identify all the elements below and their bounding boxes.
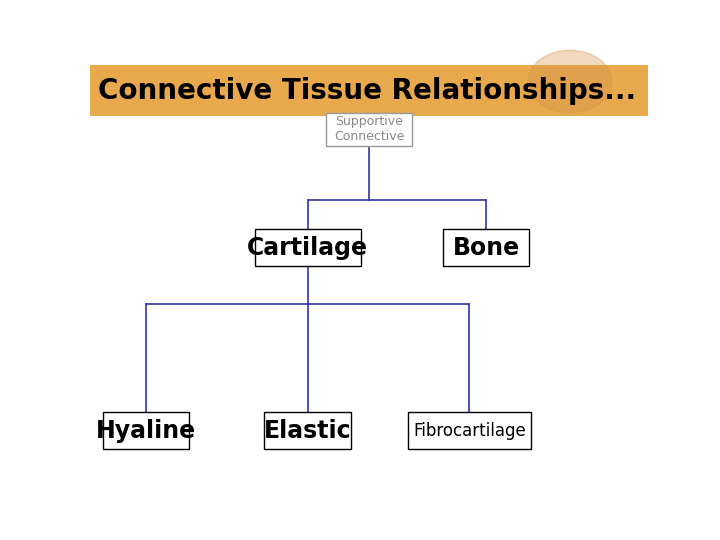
FancyBboxPatch shape: [325, 113, 413, 146]
Text: Connective Tissue Relationships...: Connective Tissue Relationships...: [99, 77, 636, 105]
FancyBboxPatch shape: [255, 229, 361, 266]
Text: Cartilage: Cartilage: [247, 236, 368, 260]
FancyBboxPatch shape: [102, 412, 189, 449]
Text: Fibrocartilage: Fibrocartilage: [413, 422, 526, 440]
Text: Bone: Bone: [453, 236, 520, 260]
FancyBboxPatch shape: [90, 65, 648, 116]
Text: Hyaline: Hyaline: [96, 418, 196, 443]
FancyBboxPatch shape: [264, 412, 351, 449]
Circle shape: [528, 50, 612, 113]
Text: Elastic: Elastic: [264, 418, 351, 443]
Text: Supportive
Connective: Supportive Connective: [334, 115, 404, 143]
FancyBboxPatch shape: [443, 229, 529, 266]
FancyBboxPatch shape: [408, 412, 531, 449]
